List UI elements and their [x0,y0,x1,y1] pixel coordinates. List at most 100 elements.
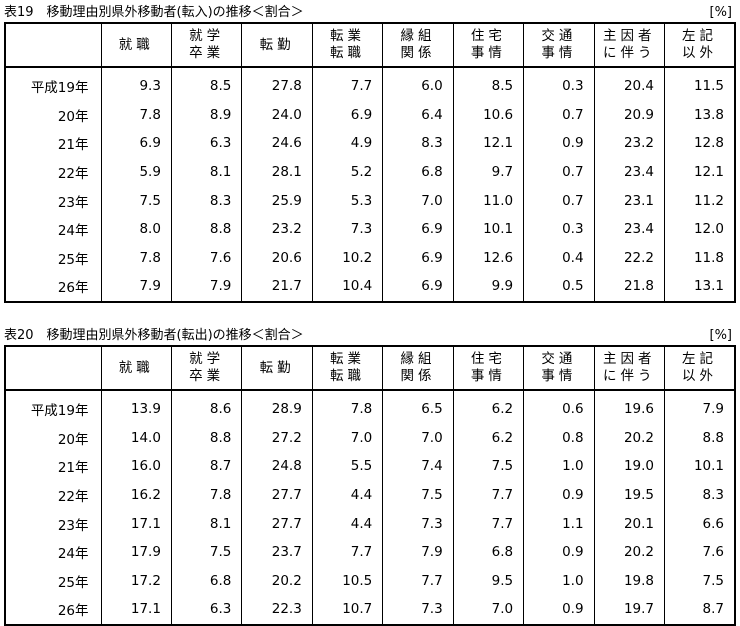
row-year-label: 24年 [57,546,89,563]
value-cell: 11.5 [664,67,735,101]
value-cell: 23.7 [241,537,313,567]
value-cell: 20.2 [593,423,665,453]
value-cell: 19.8 [593,566,665,596]
value-cell: 10.2 [311,243,383,273]
value-cell: 6.9 [382,243,454,273]
value-cell: 20.2 [593,537,665,567]
value-cell: 0.9 [523,595,595,625]
column-header: 就学 卒業 [170,346,242,391]
value-cell: 0.5 [523,272,595,302]
value-cell: 7.6 [664,537,735,567]
value-cell: 12.1 [452,129,524,158]
value-cell: 19.7 [593,595,665,625]
column-header-line2: 関係 [400,45,436,61]
column-header: 左記 以外 [664,346,735,391]
value-cell: 4.4 [311,480,383,510]
row-year-label: 25年 [57,251,89,268]
value-cell: 20.1 [593,509,665,538]
value-cell: 10.1 [452,214,524,244]
table-block-outflow: 表20 移動理由別県外移動者(転出)の推移＜割合＞ [%] 就職 就学 卒業 転勤 転業… [4,327,736,626]
value-cell: 6.3 [170,595,242,625]
value-cell: 7.0 [382,186,454,215]
value-cell: 6.5 [382,390,454,424]
column-header-line1: 縁組 [400,351,436,367]
row-year-label: 22年 [57,166,89,183]
value-cell: 8.0 [100,214,172,244]
value-cell: 4.4 [311,509,383,538]
value-cell: 13.8 [664,100,735,130]
column-header-line1: 左記 [682,351,717,367]
value-cell: 13.9 [100,390,172,424]
value-cell: 20.9 [593,100,665,130]
row-year-label: 平成19年 [30,403,89,420]
value-cell: 22.3 [241,595,313,625]
value-cell: 8.3 [170,186,242,215]
column-header-line1: 就職 [118,359,154,376]
column-header-line1: 交通 [541,28,577,44]
header-row: 就職 就学 卒業 転勤 転業 転職 縁組 関係 住宅 事情 交通 事情 主因者 に伴う 左記 以外 [5,23,735,68]
column-header: 縁組 関係 [382,23,454,68]
corner-cell [5,346,101,391]
column-header-line1: 左記 [682,28,717,44]
column-header-line1: 転業 [330,28,366,44]
value-cell: 27.7 [241,509,313,538]
row-year-label: 22年 [57,489,89,506]
value-cell: 6.0 [382,67,454,101]
value-cell: 19.6 [593,390,665,424]
value-cell: 23.2 [241,214,313,244]
value-cell: 28.9 [241,390,313,424]
value-cell: 7.0 [311,423,383,453]
table-row: 21年 16.0 8.7 24.8 5.5 7.4 7.5 1.0 19.0 10.1 [5,452,735,481]
value-cell: 6.2 [452,390,524,424]
table-row: 21年 6.9 6.3 24.6 4.9 8.3 12.1 0.9 23.2 12.8 [5,129,735,158]
table-row: 22年 16.2 7.8 27.7 4.4 7.5 7.7 0.9 19.5 8.3 [5,480,735,510]
value-cell: 6.9 [382,272,454,302]
column-header-line2: 事情 [470,45,506,61]
column-header-line2: 転職 [330,45,366,61]
value-cell: 23.1 [593,186,665,215]
column-header-line1: 主因者 [603,351,656,367]
value-cell: 6.2 [452,423,524,453]
value-cell: 10.7 [311,595,383,625]
value-cell: 7.7 [311,537,383,567]
column-header: 住宅 事情 [452,23,524,68]
row-year-label: 24年 [57,223,89,240]
column-header-line2: 卒業 [189,45,225,61]
table-row: 20年 14.0 8.8 27.2 7.0 7.0 6.2 0.8 20.2 8.8 [5,423,735,453]
value-cell: 22.2 [593,243,665,273]
row-year-label: 26年 [57,603,89,620]
value-cell: 6.9 [100,129,172,158]
column-header-line2: 転職 [330,368,366,384]
value-cell: 12.8 [664,129,735,158]
row-year-label: 20年 [57,431,89,448]
value-cell: 0.9 [523,480,595,510]
value-cell: 27.2 [241,423,313,453]
row-year-label: 平成19年 [30,80,89,97]
value-cell: 10.6 [452,100,524,130]
value-cell: 8.5 [170,67,242,101]
value-cell: 6.8 [382,157,454,187]
value-cell: 1.0 [523,452,595,481]
value-cell: 7.4 [382,452,454,481]
value-cell: 8.8 [170,423,242,453]
value-cell: 12.0 [664,214,735,244]
value-cell: 8.8 [664,423,735,453]
value-cell: 8.6 [170,390,242,424]
value-cell: 8.7 [664,595,735,625]
value-cell: 0.7 [523,157,595,187]
value-cell: 6.4 [382,100,454,130]
value-cell: 0.9 [523,129,595,158]
table-row: 25年 17.2 6.8 20.2 10.5 7.7 9.5 1.0 19.8 7.5 [5,566,735,596]
value-cell: 17.1 [100,595,172,625]
column-header-line1: 縁組 [400,28,436,44]
value-cell: 9.9 [452,272,524,302]
column-header-line2: に伴う [603,368,656,384]
value-cell: 7.3 [311,214,383,244]
value-cell: 0.6 [523,390,595,424]
table-title: 表19 移動理由別県外移動者(転入)の推移＜割合＞ [4,5,304,20]
table-row: 26年 17.1 6.3 22.3 10.7 7.3 7.0 0.9 19.7 8.7 [5,595,735,625]
value-cell: 7.5 [452,452,524,481]
column-header-line1: 転業 [330,351,366,367]
value-cell: 14.0 [100,423,172,453]
value-cell: 10.4 [311,272,383,302]
